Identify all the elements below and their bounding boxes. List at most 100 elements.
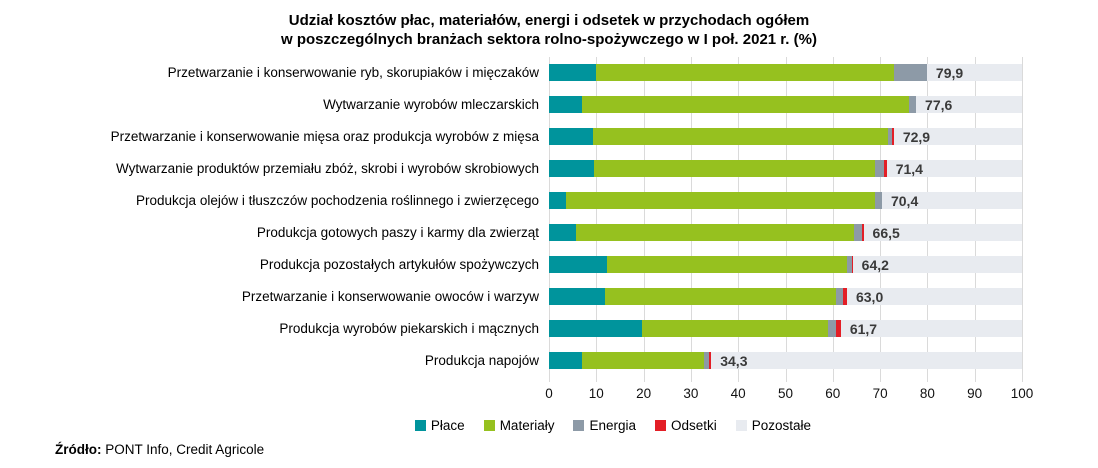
legend-item-płace: Płace xyxy=(414,418,465,433)
legend-label: Pozostałe xyxy=(751,418,812,433)
bar-segment-płace xyxy=(549,64,597,81)
bar-row: 63,0 xyxy=(549,281,1022,313)
bar-segment-materiały xyxy=(642,320,828,337)
bar-value-label: 64,2 xyxy=(861,257,889,273)
bar-segment-pozostałe xyxy=(852,256,1022,273)
legend-item-pozostałe: Pozostałe xyxy=(735,418,812,433)
legend-item-odsetki: Odsetki xyxy=(655,418,717,433)
bar-segment-pozostałe xyxy=(881,192,1022,209)
category-label: Wytwarzanie produktów przemiału zbóż, sk… xyxy=(115,161,539,176)
category-label: Produkcja pozostałych artykułów spożywcz… xyxy=(259,257,539,272)
bar-segment-materiały xyxy=(566,192,875,209)
stacked-bar xyxy=(549,160,1022,177)
legend-item-energia: Energia xyxy=(573,418,636,433)
bar-segment-energia xyxy=(874,160,885,177)
stacked-bar xyxy=(549,224,1022,241)
bar-segment-materiały xyxy=(582,96,909,113)
bar-segment-energia xyxy=(887,128,892,145)
bar-segment-materiały xyxy=(606,256,847,273)
stacked-bar xyxy=(549,64,1022,81)
stacked-bar xyxy=(549,320,1022,337)
x-axis: 0 10 20 30 40 50 60 70 80 90 100 xyxy=(545,383,1033,405)
bar-segment-energia xyxy=(854,224,863,241)
bar-segment-materiały xyxy=(581,352,705,369)
x-axis-tick-label: 0 xyxy=(545,386,553,401)
bar-segment-płace xyxy=(549,256,607,273)
legend-swatch-icon xyxy=(655,420,666,431)
bar-segment-odsetki xyxy=(843,288,847,305)
bar-value-label: 79,9 xyxy=(935,65,964,81)
stacked-bar xyxy=(549,128,1022,145)
bar-segment-pozostałe xyxy=(926,64,1022,81)
bar-row: 34,3 xyxy=(549,345,1022,377)
legend-swatch-icon xyxy=(414,420,426,431)
gridline xyxy=(785,57,787,382)
bar-segment-energia xyxy=(836,288,844,305)
gridline xyxy=(832,57,834,382)
category-label-column: Przetwarzanie i konserwowanie ryb, skoru… xyxy=(55,57,549,405)
bar-segment-odsetki xyxy=(884,160,887,177)
bar-segment-płace xyxy=(549,288,605,305)
bar-row: 66,5 xyxy=(549,217,1022,249)
gridline xyxy=(974,57,976,382)
bar-segment-energia xyxy=(704,352,709,369)
gridlines xyxy=(549,57,1023,382)
bar-segment-płace xyxy=(549,192,567,209)
x-axis-tick-label: 20 xyxy=(636,386,652,401)
bar-segment-pozostałe xyxy=(886,160,1022,177)
source-text: PONT Info, Credit Agricole xyxy=(105,442,265,457)
gridline xyxy=(880,57,882,382)
category-label: Produkcja gotowych paszy i karmy dla zwi… xyxy=(256,225,539,240)
bar-segment-materiały xyxy=(593,160,875,177)
bar-segment-energia xyxy=(874,192,882,209)
bar-segment-pozostałe xyxy=(846,288,1022,305)
source-note: Źródło: PONT Info, Credit Agricole xyxy=(55,442,264,457)
bar-segment-materiały xyxy=(592,128,888,145)
stacked-bar xyxy=(549,352,1022,369)
bar-segment-płace xyxy=(549,128,593,145)
legend-swatch-icon xyxy=(573,420,585,431)
bar-value-label: 71,4 xyxy=(895,161,923,177)
legend-label: Energia xyxy=(589,418,636,433)
bar-segment-materiały xyxy=(575,224,855,241)
bar-segment-płace xyxy=(549,160,594,177)
legend-label: Materiały xyxy=(499,418,555,433)
bar-segment-odsetki xyxy=(891,128,894,145)
bar-segment-płace xyxy=(549,96,583,113)
stacked-bar xyxy=(549,192,1022,209)
legend-swatch-icon xyxy=(735,420,747,431)
category-label: Przetwarzanie i konserwowanie ryb, skoru… xyxy=(167,65,539,80)
bar-row: 61,7 xyxy=(549,313,1022,345)
bar-value-label: 34,3 xyxy=(720,353,748,369)
bar-segment-energia xyxy=(846,256,852,273)
source-label: Źródło: xyxy=(55,442,102,457)
stacked-bar xyxy=(549,256,1022,273)
bar-segment-płace xyxy=(549,352,582,369)
bar-value-label: 63,0 xyxy=(855,289,884,305)
category-label: Produkcja olejów i tłuszczów pochodzenia… xyxy=(136,193,539,208)
gridline xyxy=(549,57,550,382)
bar-segment-pozostałe xyxy=(863,224,1022,241)
bar-segment-odsetki xyxy=(862,224,864,241)
stacked-bar xyxy=(549,96,1022,113)
bar-segment-energia xyxy=(908,96,917,113)
bar-value-label: 77,6 xyxy=(925,97,953,113)
gridline xyxy=(738,57,740,382)
stacked-bar xyxy=(549,288,1022,305)
category-label: Produkcja napojów xyxy=(424,353,539,368)
bar-segment-płace xyxy=(549,224,576,241)
bar-rows: 79,9 77,6 72,9 71,4 70,4 66,5 64,2 63,0 61,7 34,3 xyxy=(549,57,1022,377)
bar-value-label: 72,9 xyxy=(902,129,931,145)
bar-row: 70,4 xyxy=(549,185,1022,217)
bar-row: 79,9 xyxy=(549,57,1022,89)
legend: Płace Materiały Energia Odsetki Pozostałe xyxy=(64,418,1098,433)
x-axis-tick-label: 50 xyxy=(777,386,794,401)
gridline xyxy=(1022,57,1023,382)
bar-segment-materiały xyxy=(596,64,894,81)
legend-item-materiały: Materiały xyxy=(483,418,555,433)
bar-segment-pozostałe xyxy=(711,352,1022,369)
bar-row: 71,4 xyxy=(549,153,1022,185)
bar-row: 64,2 xyxy=(549,249,1022,281)
bar-segment-pozostałe xyxy=(893,128,1022,145)
